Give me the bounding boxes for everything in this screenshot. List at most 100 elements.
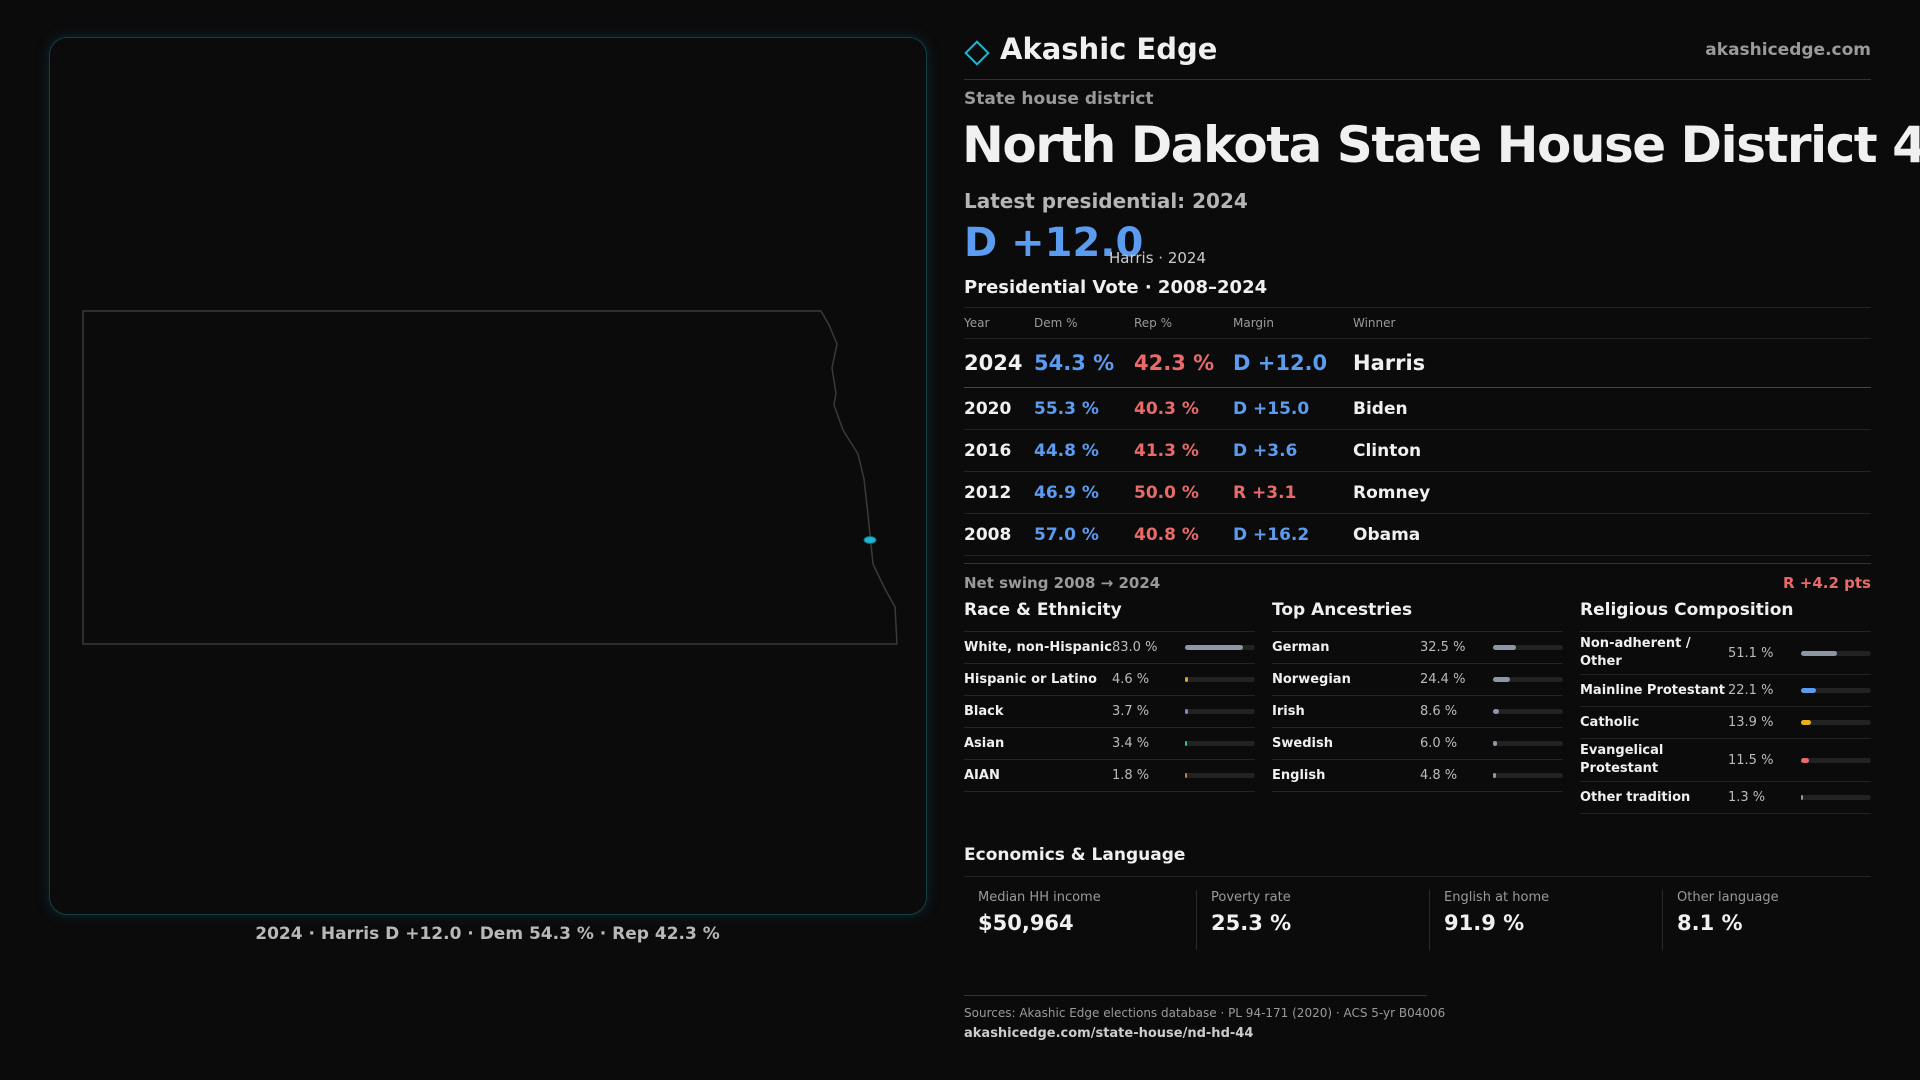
bar-track: [1493, 709, 1563, 714]
demo-value: 6.0 %: [1420, 736, 1458, 751]
demo-label: Norwegian: [1272, 671, 1351, 687]
column-header: Rep %: [1134, 316, 1173, 330]
column-header: Winner: [1353, 316, 1396, 330]
logo: [964, 40, 990, 66]
demo-value: 51.1 %: [1728, 645, 1774, 661]
econ-value: 8.1 %: [1677, 911, 1743, 935]
table-cell: 2020: [964, 398, 1012, 419]
demo-label: White, non-Hispanic: [964, 639, 1112, 655]
demo-label: Asian: [964, 735, 1005, 751]
table-cell: D +12.0: [1233, 351, 1328, 375]
demo-row: Hispanic or Latino 4.6 %: [964, 664, 1255, 696]
demo-value: 8.6 %: [1420, 704, 1458, 719]
bar-track: [1801, 650, 1871, 656]
section-title: Religious Composition: [1580, 600, 1871, 632]
demo-label: German: [1272, 639, 1330, 655]
demo-section: Top Ancestries German 32.5 % Norwegian 24.4 …: [1272, 600, 1563, 792]
section-title: Top Ancestries: [1272, 600, 1563, 632]
econ-value: 25.3 %: [1211, 911, 1292, 935]
divider: [964, 79, 1871, 80]
vote-table: Year Dem % Rep % Margin Winner 2024 54.3 % 42.3…: [964, 307, 1871, 556]
demo-row: White, non-Hispanic 83.0 %: [964, 632, 1255, 664]
econ-label: Other language: [1677, 890, 1779, 905]
demo-row: Non-adherent / Other 51.1 %: [1580, 632, 1871, 675]
table-cell: 46.9 %: [1034, 482, 1099, 503]
bar: [1801, 720, 1811, 725]
bar-track: [1493, 773, 1563, 778]
column-header: Year: [964, 316, 990, 330]
bar-track: [1185, 677, 1255, 682]
table-cell: 55.3 %: [1034, 398, 1099, 419]
bar: [1185, 645, 1244, 650]
bar: [1801, 757, 1810, 763]
kicker: State house district: [964, 89, 1154, 109]
table-row: 2016 44.8 % 41.3 % D +3.6 Clinton: [964, 430, 1871, 472]
bar-track: [1801, 757, 1871, 763]
econ-value: 91.9 %: [1444, 911, 1525, 935]
bar-track: [1801, 720, 1871, 725]
econ-item: Poverty rate 25.3 %: [1196, 890, 1429, 950]
demo-row: Black 3.7 %: [964, 696, 1255, 728]
table-row: 2008 57.0 % 40.8 % D +16.2 Obama: [964, 514, 1871, 556]
table-cell: 50.0 %: [1134, 482, 1199, 503]
demo-row: Irish 8.6 %: [1272, 696, 1563, 728]
latest-margin: D +12.0: [964, 220, 1144, 266]
demo-label: Evangelical Protestant: [1580, 743, 1664, 776]
demo-value: 1.3 %: [1728, 790, 1766, 805]
footer-divider: [964, 995, 1427, 996]
column-header: Margin: [1233, 316, 1274, 330]
demo-row: Other tradition 1.3 %: [1580, 782, 1871, 814]
table-cell: 54.3 %: [1034, 351, 1115, 375]
map-caption: 2024 · Harris D +12.0 · Dem 54.3 % · Rep…: [255, 924, 720, 944]
bar-track: [1801, 795, 1871, 800]
table-cell: 2012: [964, 482, 1012, 503]
demo-label: Swedish: [1272, 735, 1333, 751]
table-cell: Clinton: [1353, 440, 1422, 461]
demo-label: Non-adherent / Other: [1580, 636, 1691, 669]
demo-label: AIAN: [964, 767, 1000, 783]
map-panel: [49, 37, 927, 915]
demo-section: Religious Composition Non-adherent / Othe…: [1580, 600, 1871, 814]
table-cell: Harris: [1353, 351, 1426, 375]
bar-track: [1493, 677, 1563, 682]
bar: [1493, 677, 1511, 682]
table-cell: 2008: [964, 524, 1012, 545]
brand: Akashic Edge: [1000, 32, 1218, 66]
demo-row: Evangelical Protestant 11.5 %: [1580, 739, 1871, 782]
bar: [1493, 709, 1500, 714]
table-cell: R +3.1: [1233, 482, 1297, 503]
bar: [1185, 773, 1187, 778]
table-title: Presidential Vote · 2008–2024: [964, 277, 1268, 298]
demo-value: 83.0 %: [1112, 640, 1158, 655]
swing: Net swing 2008 → 2024 R +4.2 pts: [964, 563, 1871, 592]
table-row: 2024 54.3 % 42.3 % D +12.0 Harris: [964, 339, 1871, 388]
column-header: Dem %: [1034, 316, 1078, 330]
demo-label: Mainline Protestant: [1580, 682, 1726, 698]
econ-item: Median HH income $50,964: [964, 890, 1196, 950]
demo-label: Hispanic or Latino: [964, 671, 1097, 687]
demo-row: Mainline Protestant 22.1 %: [1580, 675, 1871, 707]
swing-label: Net swing 2008 → 2024: [964, 574, 1161, 592]
bar: [1185, 677, 1189, 682]
title: North Dakota State House District 44: [962, 116, 1920, 174]
sources: Sources: Akashic Edge elections database…: [964, 1006, 1446, 1020]
demo-value: 22.1 %: [1728, 683, 1774, 698]
demo-row: Catholic 13.9 %: [1580, 707, 1871, 739]
bar-track: [1493, 741, 1563, 746]
bar: [1801, 650, 1837, 656]
demo-row: Asian 3.4 %: [964, 728, 1255, 760]
demo-label: Other tradition: [1580, 789, 1691, 805]
latest-label: Latest presidential: 2024: [964, 189, 1248, 213]
demo-row: Norwegian 24.4 %: [1272, 664, 1563, 696]
site: akashicedge.com: [1705, 40, 1871, 60]
demo-value: 11.5 %: [1728, 752, 1774, 768]
demo-value: 24.4 %: [1420, 672, 1466, 687]
table-cell: 42.3 %: [1134, 351, 1215, 375]
district-marker: [863, 536, 877, 544]
bar-track: [1185, 741, 1255, 746]
table-cell: 44.8 %: [1034, 440, 1099, 461]
table-cell: D +16.2: [1233, 524, 1310, 545]
demo-row: German 32.5 %: [1272, 632, 1563, 664]
demo-label: Irish: [1272, 703, 1305, 719]
bar: [1493, 645, 1516, 650]
